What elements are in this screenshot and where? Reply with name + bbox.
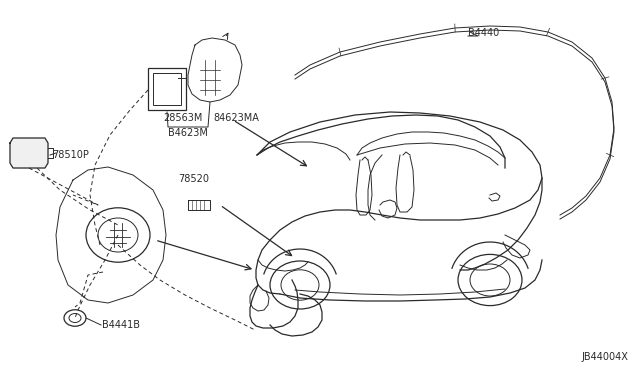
Polygon shape [10,138,48,168]
Text: B4440: B4440 [468,28,499,38]
Text: 78510P: 78510P [52,150,89,160]
Text: JB44004X: JB44004X [581,352,628,362]
Bar [153,73,181,105]
Text: 78520: 78520 [178,174,209,184]
Text: B4623M: B4623M [168,128,208,138]
Text: B4441B: B4441B [102,320,140,330]
Text: 28563M: 28563M [163,113,202,123]
Text: 84623MA: 84623MA [213,113,259,123]
Bar [148,68,186,110]
